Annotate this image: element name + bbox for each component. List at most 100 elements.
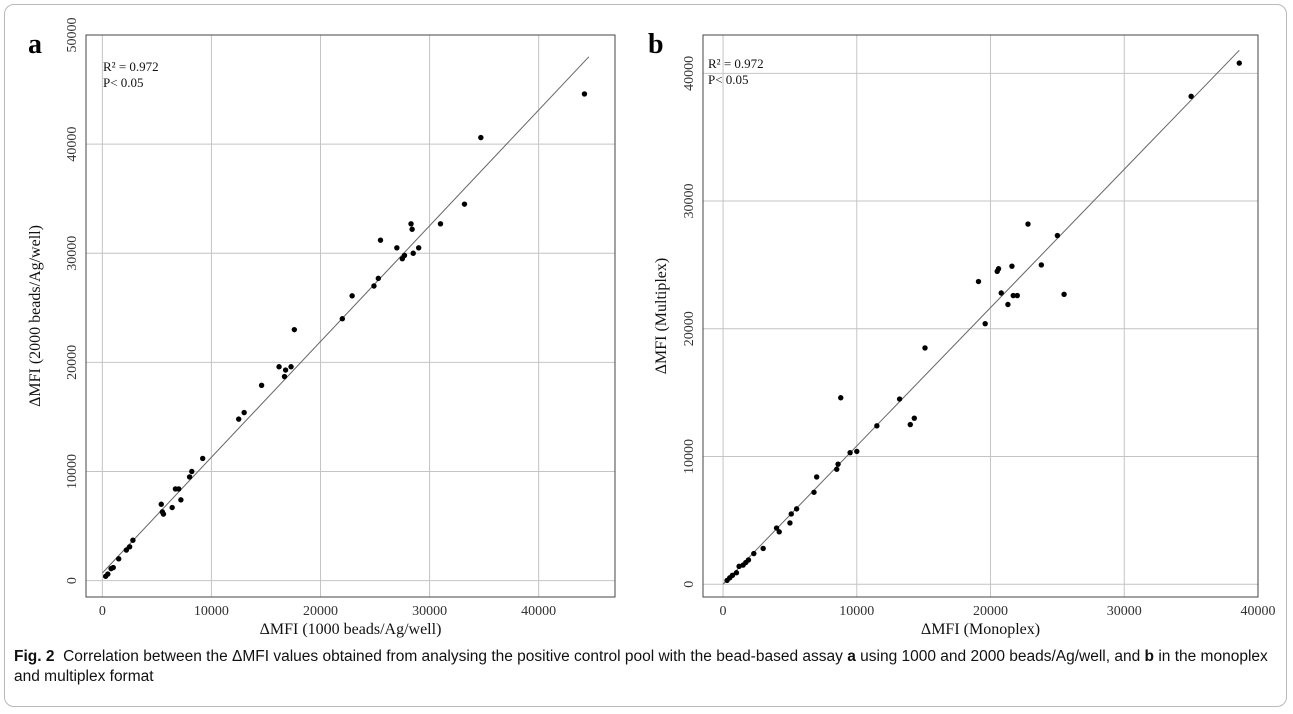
y-tick-label: 30000 <box>65 236 80 271</box>
data-point <box>105 571 111 577</box>
data-point <box>787 520 793 526</box>
data-point <box>377 237 384 243</box>
y-tick-label: 50000 <box>65 18 80 53</box>
data-point <box>998 290 1004 296</box>
data-point <box>733 570 740 576</box>
x-tick-label: 40000 <box>1241 604 1276 619</box>
data-point <box>1038 262 1045 268</box>
caption-bold-b: b <box>1144 648 1155 665</box>
data-point <box>793 506 800 512</box>
stat-label: P< 0.05 <box>708 72 749 87</box>
plot-area <box>85 34 616 598</box>
data-point <box>176 486 182 492</box>
x-tick-label: 30000 <box>1107 604 1142 619</box>
data-point <box>241 409 247 416</box>
data-point <box>126 544 133 550</box>
caption-text-b: in the monoplex and multiplex format <box>14 648 1268 685</box>
x-tick-label: 20000 <box>303 604 338 619</box>
data-point <box>116 556 122 562</box>
data-point <box>776 529 782 535</box>
data-point <box>1005 301 1011 308</box>
x-tick-label: 10000 <box>839 604 874 619</box>
data-point <box>911 415 918 421</box>
regression-line <box>101 56 590 574</box>
data-point <box>982 320 988 327</box>
y-tick-label: 20000 <box>65 345 80 380</box>
caption-label: Fig. 2 <box>14 648 55 665</box>
chart-panel-a: 0 10000 20000 30000 40000 0 10000 20000 30000 400… <box>27 18 616 638</box>
y-tick-label: 0 <box>65 577 80 584</box>
stat-label: R² = 0.972 <box>103 59 159 74</box>
data-point <box>291 326 298 333</box>
data-point <box>282 367 289 373</box>
data-point <box>178 497 184 503</box>
data-point <box>461 201 468 207</box>
data-point <box>160 511 167 517</box>
y-tick-label: 0 <box>682 581 697 588</box>
data-point <box>339 316 346 322</box>
data-point <box>581 91 588 97</box>
data-point <box>1025 221 1031 227</box>
data-point <box>854 448 860 455</box>
y-axis-title: ΔMFI (Multiplex) <box>653 258 670 375</box>
data-point <box>729 572 736 578</box>
x-tick-label: 40000 <box>521 604 556 619</box>
data-point <box>1061 291 1067 297</box>
data-point <box>995 266 1002 272</box>
x-tick-label: 10000 <box>194 604 229 619</box>
data-point <box>415 245 422 251</box>
regression-line <box>722 49 1240 585</box>
data-point <box>410 250 416 256</box>
data-point <box>158 501 164 507</box>
data-point <box>281 373 288 380</box>
y-tick-label: 30000 <box>682 184 697 219</box>
y-axis-title: ΔMFI (2000 beads/Ag/well) <box>27 225 44 407</box>
data-point <box>349 293 355 299</box>
data-point <box>375 275 382 282</box>
data-point <box>123 547 130 553</box>
data-point <box>258 382 265 388</box>
figure-charts: 0 10000 20000 30000 40000 0 10000 20000 30000 400… <box>27 18 1276 639</box>
data-point <box>922 345 928 351</box>
data-point <box>745 557 752 563</box>
data-point <box>907 421 913 428</box>
stat-label: R² = 0.972 <box>708 56 764 71</box>
data-point <box>288 364 294 370</box>
data-point <box>751 550 757 557</box>
data-point <box>1009 263 1015 269</box>
data-point <box>408 221 414 227</box>
x-axis-title: ΔMFI (1000 beads/Ag/well) <box>260 621 442 638</box>
data-point <box>874 423 880 429</box>
y-tick-label: 40000 <box>682 56 697 91</box>
data-point <box>975 278 982 285</box>
data-point <box>478 134 484 141</box>
data-point <box>371 283 377 289</box>
data-point <box>186 474 193 480</box>
data-point <box>1010 292 1016 299</box>
data-point <box>835 461 841 467</box>
data-point <box>1236 60 1242 66</box>
data-point <box>1014 292 1020 299</box>
data-point <box>110 564 116 571</box>
x-tick-label: 20000 <box>973 604 1008 619</box>
panel-letter: b <box>648 29 664 60</box>
data-point <box>409 226 415 232</box>
x-tick-label: 0 <box>720 604 727 619</box>
data-point <box>788 511 794 517</box>
data-point <box>847 449 853 456</box>
chart-panel-b: 0 10000 20000 30000 40000 0 10000 20000 30000 400… <box>648 29 1276 638</box>
caption-text-a: using 1000 and 2000 beads/Ag/well, and <box>860 648 1141 665</box>
data-point <box>1054 232 1061 239</box>
data-point <box>896 396 903 402</box>
y-tick-label: 10000 <box>65 454 80 489</box>
data-point <box>1188 93 1194 100</box>
data-point <box>838 395 844 401</box>
figure-caption: Fig. 2 Correlation between the ΔMFI valu… <box>14 647 1279 687</box>
y-tick-label: 40000 <box>65 127 80 162</box>
y-tick-label: 20000 <box>682 311 697 346</box>
panel-letter: a <box>28 29 42 60</box>
data-point <box>834 466 840 472</box>
data-point <box>276 364 282 370</box>
data-point <box>773 525 780 531</box>
data-point <box>813 474 820 480</box>
